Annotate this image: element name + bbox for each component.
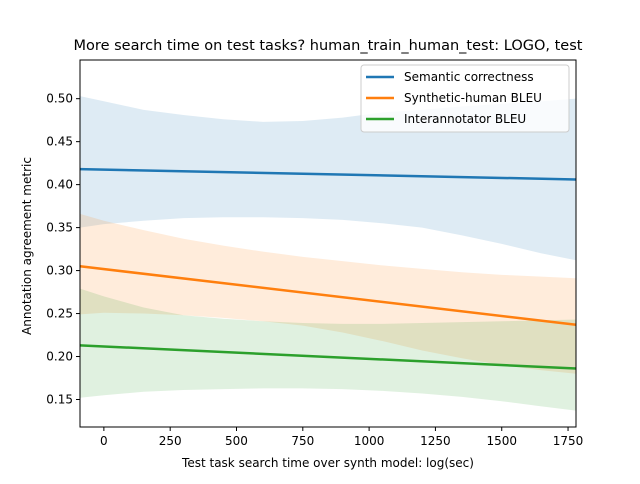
y-axis-label: Annotation agreement metric bbox=[20, 157, 34, 335]
legend-label-2: Synthetic-human BLEU bbox=[404, 91, 542, 105]
confidence-bands bbox=[80, 96, 576, 411]
series-lines bbox=[79, 167, 577, 370]
legend-box bbox=[360, 64, 570, 133]
x-tick-label: 250 bbox=[159, 434, 182, 448]
y-tick-label: 0.30 bbox=[46, 264, 73, 278]
series-line-3 bbox=[79, 344, 577, 370]
legend: Semantic correctness Synthetic-human BLEU… bbox=[360, 64, 570, 133]
plot-area-frame bbox=[79, 59, 577, 428]
series-line-1 bbox=[79, 167, 577, 181]
legend-label-3: Interannotator BLEU bbox=[404, 112, 526, 126]
confidence-band-1 bbox=[80, 96, 576, 261]
y-tick-label: 0.25 bbox=[46, 307, 73, 321]
x-tick-label: 0 bbox=[100, 434, 108, 448]
x-tick-label: 1250 bbox=[420, 434, 451, 448]
series-line-2 bbox=[79, 265, 577, 326]
x-axis-ticks: 0 250 500 750 1000 1250 1500 1750 bbox=[100, 427, 583, 448]
x-tick-label: 1750 bbox=[553, 434, 584, 448]
x-axis-label: Test task search time over synth model: … bbox=[181, 456, 474, 470]
x-tick-label: 500 bbox=[225, 434, 248, 448]
y-tick-label: 0.35 bbox=[46, 221, 73, 235]
legend-label-1: Semantic correctness bbox=[404, 70, 534, 84]
y-tick-label: 0.15 bbox=[46, 392, 73, 406]
chart-title: More search time on test tasks? human_tr… bbox=[74, 38, 583, 54]
confidence-band-2 bbox=[80, 213, 576, 374]
y-tick-label: 0.50 bbox=[46, 92, 73, 106]
confidence-band-3 bbox=[80, 288, 576, 411]
y-tick-label: 0.40 bbox=[46, 178, 73, 192]
y-tick-label: 0.20 bbox=[46, 350, 73, 364]
x-tick-label: 1500 bbox=[486, 434, 517, 448]
x-tick-label: 750 bbox=[291, 434, 314, 448]
y-tick-label: 0.45 bbox=[46, 135, 73, 149]
y-axis-ticks: 0.15 0.20 0.25 0.30 0.35 0.40 0.45 0.50 bbox=[46, 92, 80, 406]
x-tick-label: 1000 bbox=[354, 434, 385, 448]
